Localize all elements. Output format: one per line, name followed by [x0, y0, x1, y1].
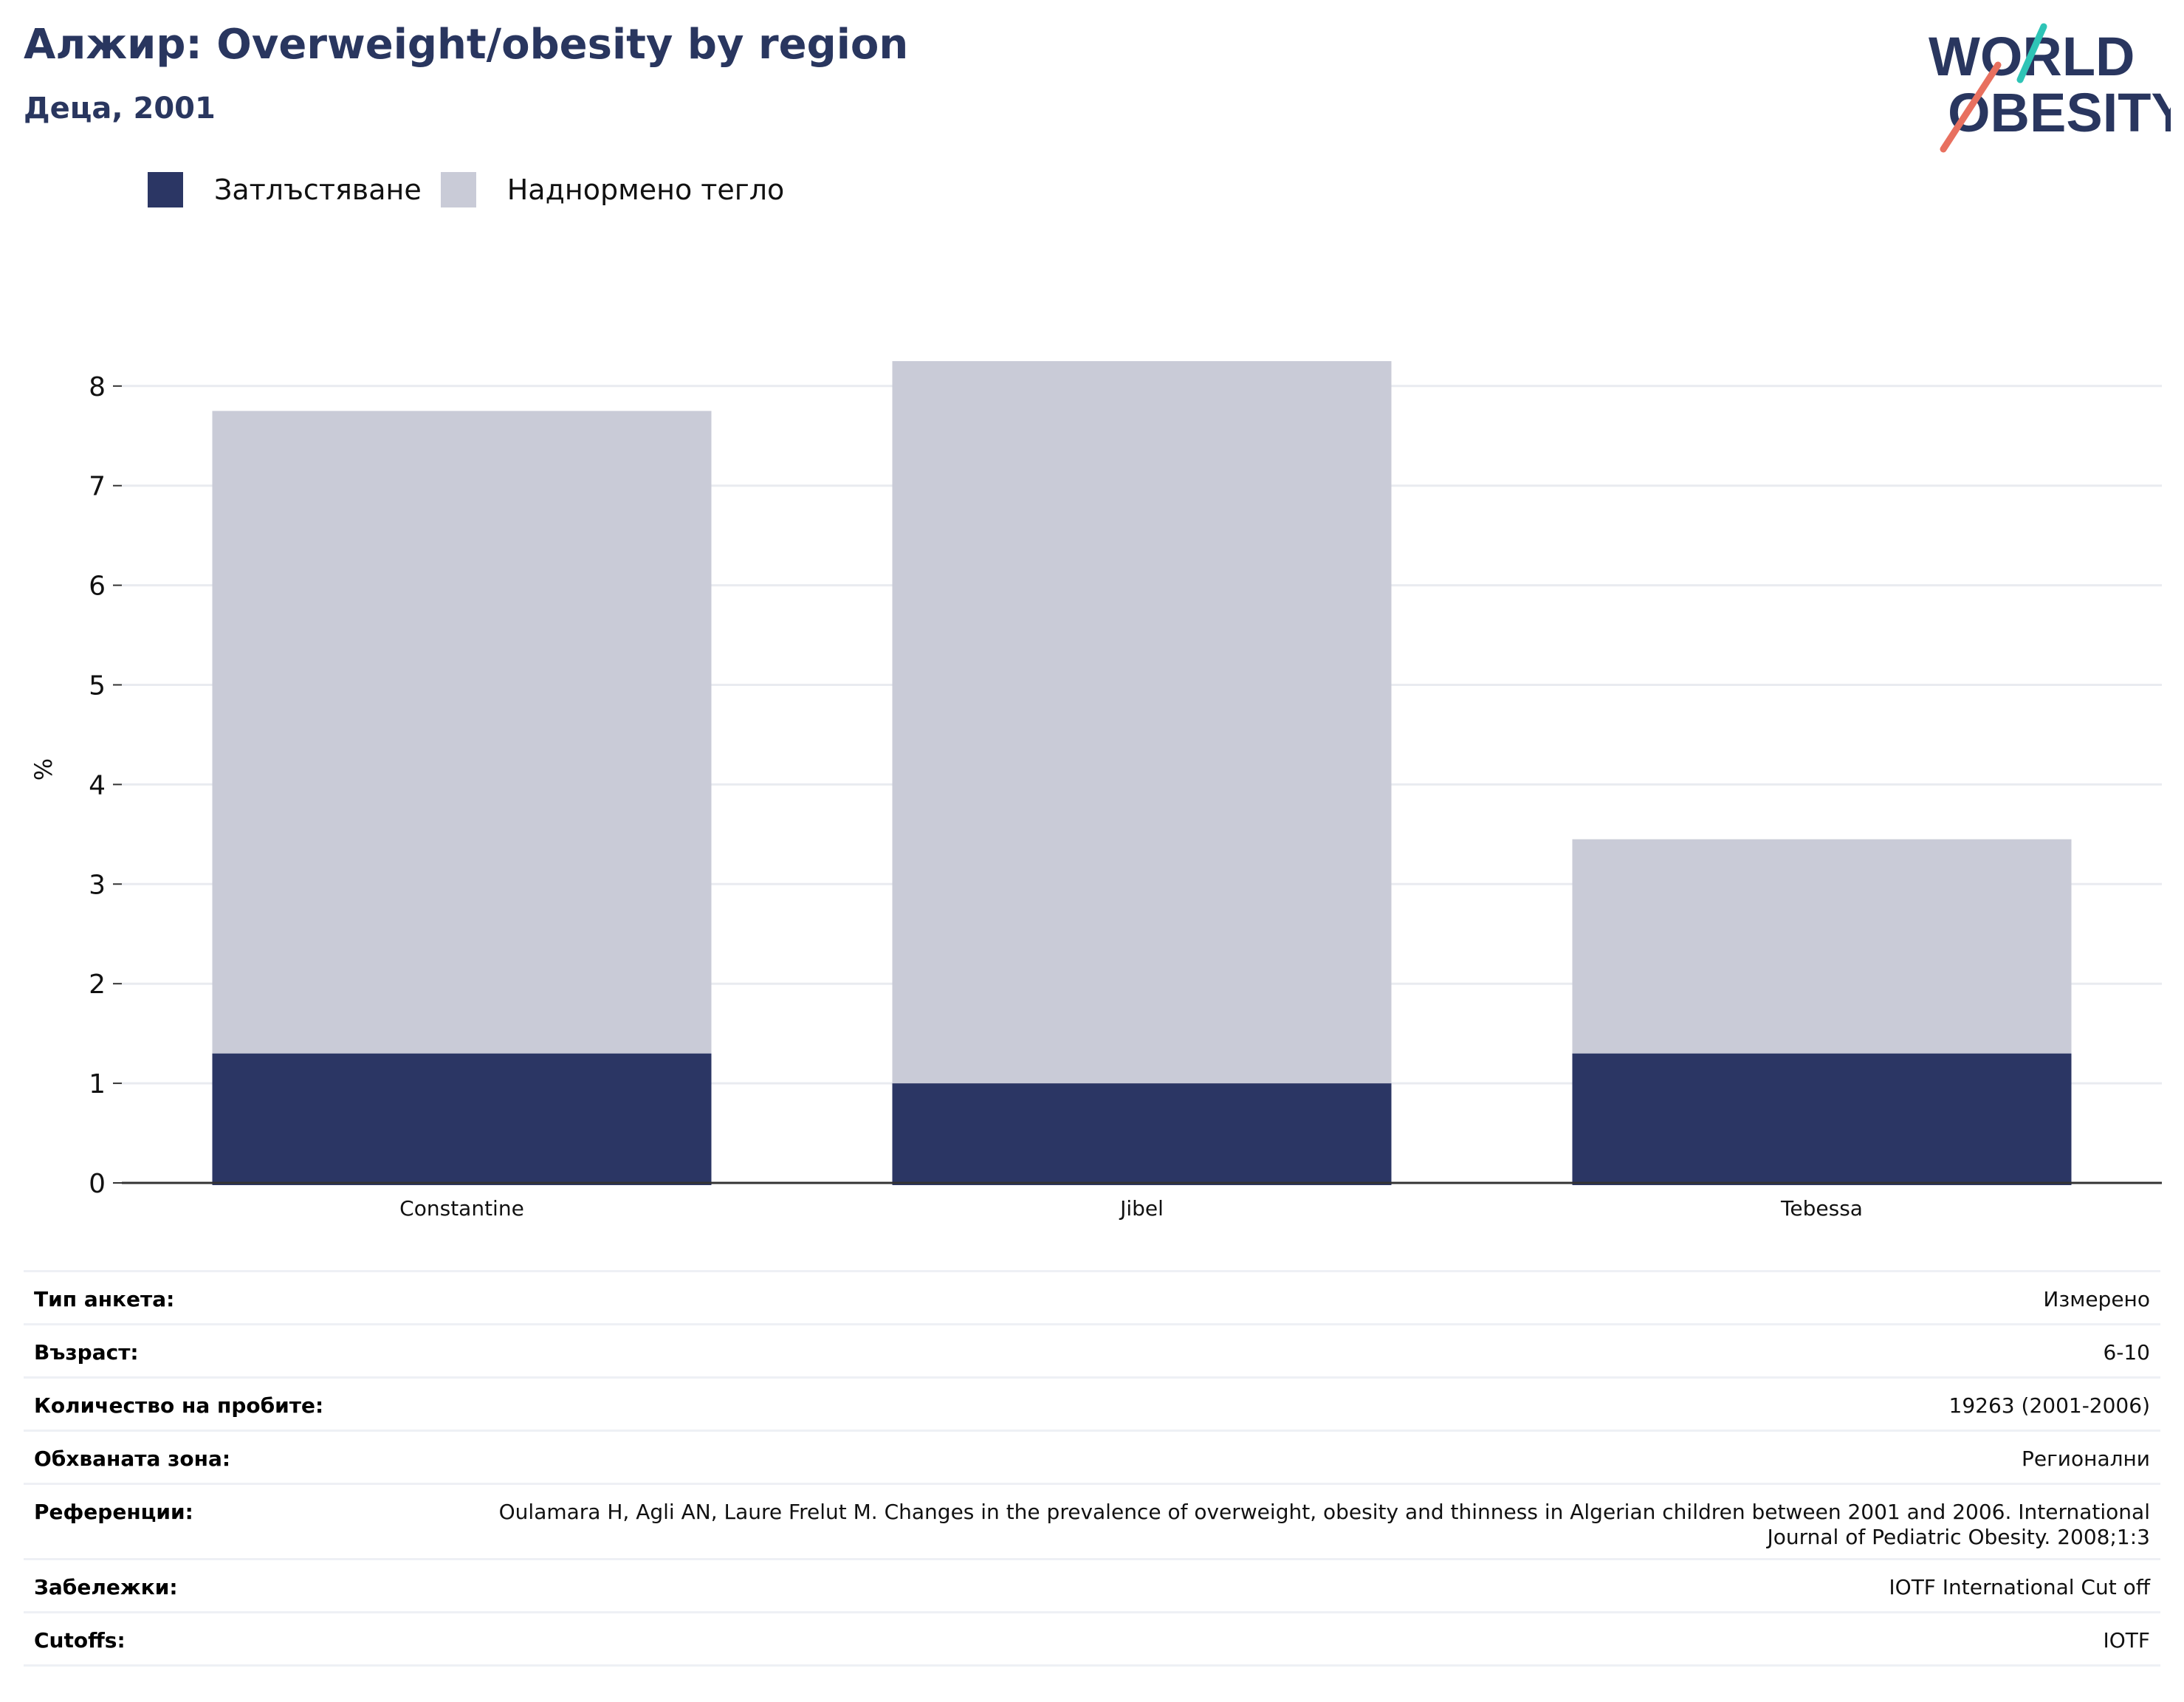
- legend-label-obesity: Затлъстяване: [214, 174, 422, 206]
- y-tick-label: 1: [89, 1069, 106, 1099]
- detail-row-sample-size: Количество на пробите: 19263 (2001-2006): [24, 1379, 2160, 1432]
- detail-value: 6-10: [2103, 1340, 2150, 1365]
- bar-overweight-constantine: [212, 411, 712, 1054]
- detail-key: Количество на пробите:: [34, 1393, 324, 1418]
- legend: Затлъстяване Наднормено тегло: [148, 170, 803, 210]
- detail-row-cutoffs: Cutoffs: IOTF: [24, 1613, 2160, 1667]
- x-tick-label: Tebessa: [1780, 1196, 1863, 1221]
- y-tick-label: 7: [89, 472, 106, 502]
- bar-overweight-tebessa: [1572, 839, 2072, 1054]
- x-tick-label: Jibel: [1119, 1196, 1164, 1221]
- legend-item-overweight[interactable]: Наднормено тегло: [440, 172, 785, 207]
- detail-value: Измерено: [2043, 1287, 2150, 1311]
- detail-key: Възраст:: [34, 1340, 139, 1365]
- stacked-bar-chart: 0 1 2 3 4 5 6 7 8 Constantine Jibel Tebessa: [89, 361, 2162, 1221]
- bar-obesity-tebessa: [1572, 1053, 2072, 1185]
- chart-title: Алжир: Overweight/obesity by region: [24, 21, 909, 69]
- detail-row-age: Възраст: 6-10: [24, 1325, 2160, 1379]
- detail-row-survey-type: Тип анкета: Измерено: [24, 1272, 2160, 1325]
- y-tick-label: 2: [89, 970, 106, 1000]
- detail-row-area-covered: Обхваната зона: Регионални: [24, 1432, 2160, 1485]
- logo-slash-teal: [2016, 23, 2047, 83]
- detail-key: Забележки:: [34, 1575, 178, 1599]
- world-obesity-logo: WORLD OBESITY: [1929, 23, 2171, 153]
- detail-value: 19263 (2001-2006): [1948, 1393, 2150, 1418]
- x-tick-label: Constantine: [399, 1196, 524, 1221]
- bar-overweight-jibel: [892, 361, 1392, 1084]
- detail-key: Референции:: [34, 1500, 193, 1524]
- y-tick-label: 8: [89, 372, 106, 402]
- detail-value: Oulamara H, Agli AN, Laure Frelut M. Cha…: [498, 1500, 2150, 1549]
- detail-key: Обхваната зона:: [34, 1447, 231, 1471]
- chart-subtitle: Деца, 2001: [24, 92, 216, 126]
- legend-swatch-obesity: [148, 172, 183, 207]
- y-tick-label: 3: [89, 870, 106, 900]
- detail-row-references: Референции: Oulamara H, Agli AN, Laure F…: [24, 1485, 2160, 1560]
- logo-slash-coral: [1940, 61, 2002, 153]
- detail-key: Cutoffs:: [34, 1628, 126, 1653]
- bar-obesity-constantine: [212, 1053, 712, 1185]
- y-tick-label: 5: [89, 671, 106, 701]
- detail-value: IOTF: [2103, 1628, 2150, 1653]
- y-tick-label: 0: [89, 1169, 106, 1199]
- detail-key: Тип анкета:: [34, 1287, 175, 1311]
- legend-item-obesity[interactable]: Затлъстяване: [148, 172, 422, 207]
- bar-obesity-jibel: [892, 1083, 1392, 1185]
- legend-swatch-overweight: [440, 172, 476, 207]
- survey-details-table: Тип анкета: Измерено Възраст: 6-10 Колич…: [24, 1270, 2160, 1667]
- detail-value: IOTF International Cut off: [1889, 1575, 2150, 1599]
- detail-value: Регионални: [2021, 1447, 2150, 1471]
- y-tick-label: 4: [89, 770, 106, 800]
- legend-label-overweight: Наднормено тегло: [506, 174, 785, 206]
- detail-row-notes: Забележки: IOTF International Cut off: [24, 1560, 2160, 1613]
- logo-line2: OBESITY: [1948, 82, 2171, 143]
- y-tick-label: 6: [89, 572, 106, 602]
